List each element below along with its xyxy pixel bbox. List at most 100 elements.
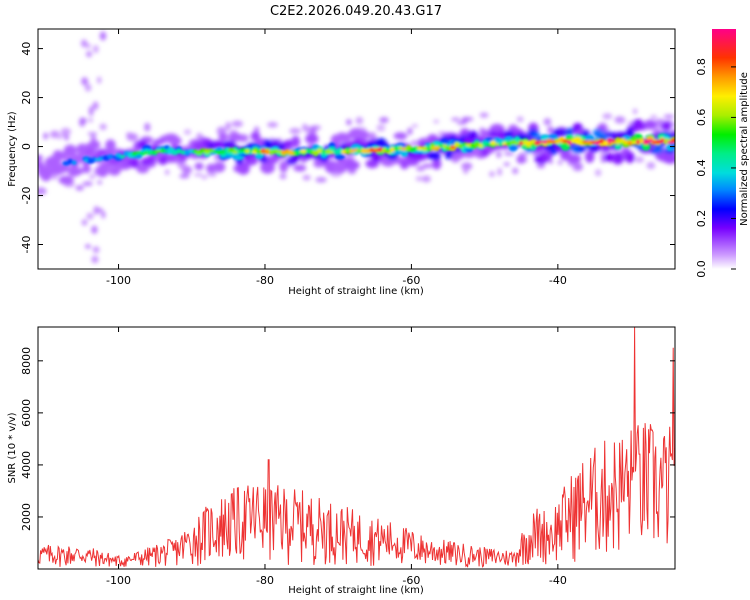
spectrogram-cell [92, 157, 97, 162]
spectrogram-cell [567, 139, 573, 145]
colorbar-tick-label: 0.4 [695, 159, 708, 177]
spectrogram-cell [88, 106, 94, 117]
spectrogram-cell [498, 142, 504, 147]
spectrogram-cell [213, 140, 225, 149]
spectrogram-cell [570, 139, 577, 143]
spectrogram-x-tick-label: -100 [106, 274, 131, 287]
spectrogram-cell [75, 185, 84, 191]
spectrogram-cell [184, 150, 190, 154]
spectrogram-cell [291, 135, 301, 148]
snr-y-tick-label: 6000 [20, 399, 33, 427]
spectrogram-cell [625, 151, 635, 164]
spectrogram-cell [100, 210, 106, 219]
snr-y-tick-label: 8000 [20, 347, 33, 375]
spectrogram-cell [555, 128, 568, 137]
spectrogram-cell [622, 134, 630, 140]
spectrogram-cell [203, 148, 211, 154]
spectrogram-cell [232, 150, 239, 154]
spectrogram-cell [144, 122, 151, 132]
spectrogram-cell [660, 121, 672, 131]
spectrogram-cell [188, 149, 194, 153]
spectrogram-cell [52, 167, 64, 175]
spectrogram-cell [176, 148, 182, 154]
spectrogram-cell [71, 160, 77, 165]
spectrogram-cell [99, 161, 114, 170]
spectrogram-cell [220, 149, 226, 155]
spectrogram-cell [228, 132, 243, 142]
spectrogram-cell [431, 158, 442, 170]
spectrogram-axes: -100 -80 -60 -40 -40 -20 0 20 40 [20, 29, 675, 287]
spectrogram-cell [80, 39, 88, 48]
spectrogram-cell [512, 167, 519, 175]
colorbar: 0.0 0.2 0.4 0.6 0.8 Normalized spectral ampl… [695, 29, 750, 278]
spectrogram-cell [514, 142, 521, 146]
spectrogram-cell [449, 151, 465, 160]
spectrogram-cell [367, 132, 377, 140]
spectrogram-cell [213, 161, 226, 173]
spectrogram-cell [279, 160, 288, 173]
spectrogram-cell [346, 119, 352, 126]
spectrogram-cell [250, 131, 261, 141]
spectrogram-cell [57, 134, 63, 140]
spectrogram-cell [264, 149, 271, 155]
spectrogram-cell [61, 133, 67, 137]
snr-panel: -100 -80 -60 -40 2000 4000 6000 8000 Height of … [7, 326, 676, 596]
spectrogram-cell [253, 126, 260, 133]
spectrogram-cell [454, 142, 460, 148]
spectrogram-cell [208, 148, 214, 153]
spectrogram-cell [302, 174, 311, 181]
spectrogram-cell [627, 140, 633, 146]
spectrogram-cell [86, 212, 94, 220]
spectrogram-cell [96, 148, 109, 156]
spectrogram-x-axis-label: Height of straight line (km) [288, 286, 424, 297]
spectrogram-cell [194, 162, 204, 171]
colorbar-tick-label: 0.8 [695, 58, 708, 76]
spectrogram-cell [84, 83, 92, 92]
spectrogram-cell [67, 158, 73, 164]
spectrogram-y-tick-label: 40 [20, 42, 33, 56]
spectrogram-cell [463, 165, 469, 175]
spectrogram-cell [81, 219, 88, 226]
spectrogram-cell [81, 77, 89, 86]
spectrogram-cell [180, 150, 186, 155]
spectrogram-cell [632, 108, 638, 115]
spectrogram-cell [496, 130, 506, 140]
spectrogram-cell [344, 160, 360, 170]
spectrogram-cell [450, 117, 461, 122]
spectrogram-cell [88, 117, 93, 123]
spectrogram-cell [153, 139, 165, 145]
spectrogram-cell [91, 225, 98, 234]
spectrogram-cell [183, 129, 192, 135]
spectrogram-cell [618, 139, 626, 143]
spectrogram-cell [376, 124, 386, 132]
spectrogram-cell [93, 206, 100, 215]
spectrogram-cell [653, 144, 664, 154]
spectrogram-cell [38, 154, 43, 161]
spectrogram-cell [379, 116, 389, 124]
spectrogram-cell [416, 151, 425, 161]
colorbar-tick-label: 0.6 [695, 109, 708, 127]
spectrogram-cell [626, 128, 634, 137]
spectrogram-cell [549, 147, 558, 155]
spectrogram-cell [438, 144, 443, 148]
spectrogram-cell [461, 116, 468, 124]
spectrogram-cell [165, 153, 176, 164]
snr-frame [37, 326, 676, 570]
spectrogram-cell [433, 119, 439, 124]
spectrogram-cell [606, 138, 614, 143]
spectrogram-cell [225, 121, 232, 131]
spectrogram-x-tick-label: -40 [549, 274, 567, 287]
spectrogram-cell [267, 122, 279, 128]
snr-x-tick-label: -60 [402, 574, 420, 587]
spectrogram-cell [58, 175, 74, 185]
spectrogram-cell [105, 139, 116, 152]
spectrogram-cell [119, 154, 126, 159]
spectrogram-cell [92, 45, 99, 54]
spectrogram-cell [79, 117, 86, 127]
spectrogram-cell [112, 155, 117, 159]
spectrogram-cell [422, 163, 434, 169]
spectrogram-cell [547, 126, 554, 134]
spectrogram-cell [415, 176, 423, 182]
spectrogram-cell [92, 101, 99, 110]
